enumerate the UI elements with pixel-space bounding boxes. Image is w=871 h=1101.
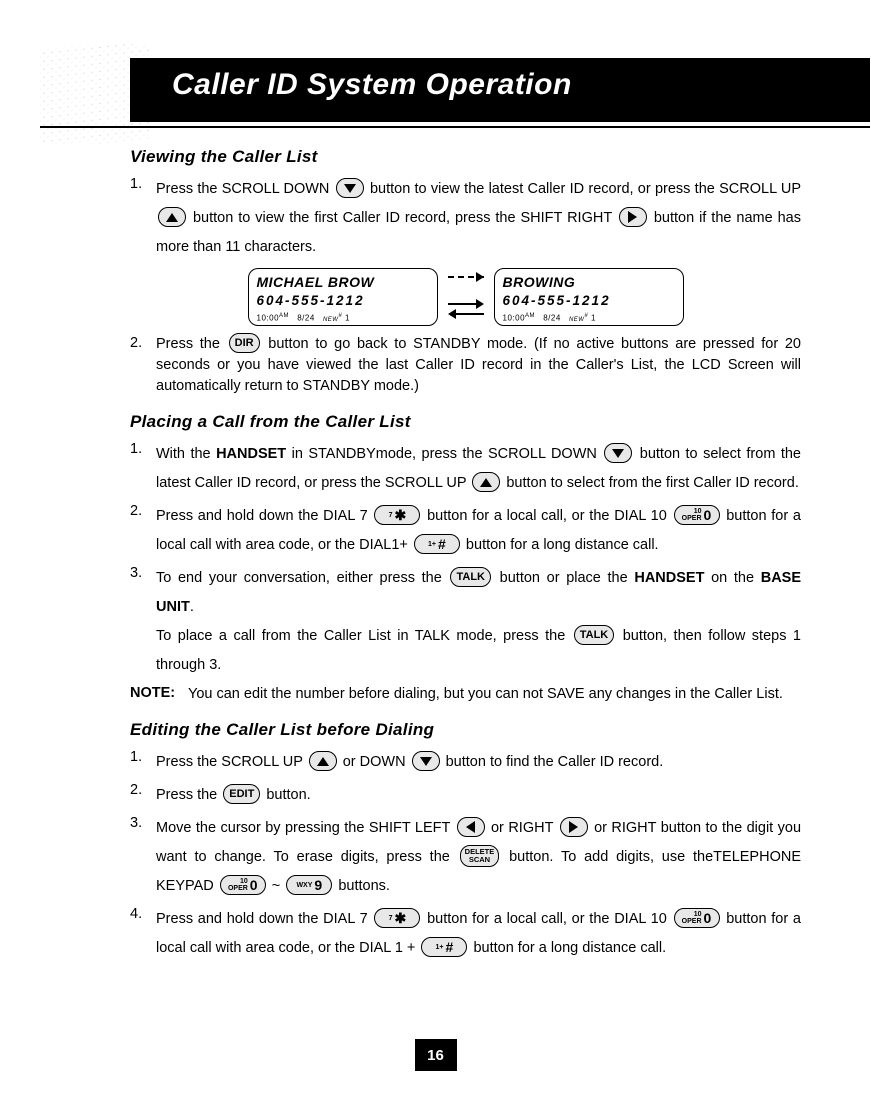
item-number: 2. [130,502,156,560]
note-text: You can edit the number before dialing, … [188,684,801,705]
scroll-up-icon [309,751,337,771]
item-text: Press and hold down the DIAL 7 7✱ button… [156,502,801,560]
shift-right-icon [560,817,588,837]
lcd-name: MICHAEL BROW [257,273,429,292]
item-number: 3. [130,564,156,680]
list-item: 1. Press the SCROLL DOWN button to view … [130,175,801,262]
item-number: 1. [130,175,156,262]
scroll-up-icon [472,472,500,492]
lcd-number: 604-555-1212 [503,292,675,310]
horizontal-rule [40,126,870,128]
page-title: Caller ID System Operation [172,68,572,102]
keypad-7-button: 7✱ [374,908,420,928]
scroll-down-icon [336,178,364,198]
item-number: 2. [130,334,156,397]
list-item: 2. Press and hold down the DIAL 7 7✱ but… [130,502,801,560]
list-item: 3. To end your conversation, either pres… [130,564,801,680]
item-text: Press the EDIT button. [156,781,801,810]
talk-button: TALK [450,567,491,587]
item-number: 1. [130,440,156,498]
content-area: Viewing the Caller List 1. Press the SCR… [130,146,801,963]
list-item: 4. Press and hold down the DIAL 7 7✱ but… [130,905,801,963]
item-text: Press the DIR button to go back to STAND… [156,334,801,397]
item-number: 1. [130,748,156,777]
keypad-0-button: 10OPER0 [674,908,720,928]
lcd-number: 604-555-1212 [257,292,429,310]
list-item: 2. Press the DIR button to go back to ST… [130,334,801,397]
title-bar: Caller ID System Operation [130,58,870,122]
edit-button: EDIT [223,784,260,804]
list-item: 2. Press the EDIT button. [130,781,801,810]
keypad-hash-button: 1+# [414,534,460,554]
dir-button: DIR [229,333,260,353]
delete-scan-button: DELETESCAN [460,845,500,867]
section-heading-editing: Editing the Caller List before Dialing [130,719,801,742]
lcd-status: 10:00AM 8/24 NEW# 1 [257,312,429,324]
keypad-0-button: 10OPER0 [674,505,720,525]
note-label: NOTE: [130,684,188,705]
list-item: 1. Press the SCROLL UP or DOWN button to… [130,748,801,777]
lcd-status: 10:00AM 8/24 NEW# 1 [503,312,675,324]
lcd-name: BROWING [503,273,675,292]
list-item: 3. Move the cursor by pressing the SHIFT… [130,814,801,901]
lcd-example-row: MICHAEL BROW 604-555-1212 10:00AM 8/24 N… [130,268,801,326]
item-text: Press the SCROLL UP or DOWN button to fi… [156,748,801,777]
lcd-arrows [446,276,486,318]
item-text: To end your conversation, either press t… [156,564,801,680]
section-heading-placing: Placing a Call from the Caller List [130,411,801,434]
page-number: 16 [415,1039,457,1071]
note-item: NOTE: You can edit the number before dia… [130,684,801,705]
item-text: Press the SCROLL DOWN button to view the… [156,175,801,262]
item-number: 2. [130,781,156,810]
scroll-up-icon [158,207,186,227]
keypad-0-button: 10OPER0 [220,875,266,895]
keypad-hash-button: 1+# [421,937,467,957]
scroll-down-icon [412,751,440,771]
item-number: 4. [130,905,156,963]
keypad-9-button: WXY9 [286,875,332,895]
shift-right-icon [619,207,647,227]
section-heading-viewing: Viewing the Caller List [130,146,801,169]
lcd-left: MICHAEL BROW 604-555-1212 10:00AM 8/24 N… [248,268,438,326]
item-text: With the HANDSET in STANDBYmode, press t… [156,440,801,498]
item-number: 3. [130,814,156,901]
keypad-7-button: 7✱ [374,505,420,525]
list-item: 1. With the HANDSET in STANDBYmode, pres… [130,440,801,498]
item-text: Press and hold down the DIAL 7 7✱ button… [156,905,801,963]
item-text: Move the cursor by pressing the SHIFT LE… [156,814,801,901]
scroll-down-icon [604,443,632,463]
shift-left-icon [457,817,485,837]
talk-button: TALK [574,625,615,645]
lcd-right: BROWING 604-555-1212 10:00AM 8/24 NEW# 1 [494,268,684,326]
